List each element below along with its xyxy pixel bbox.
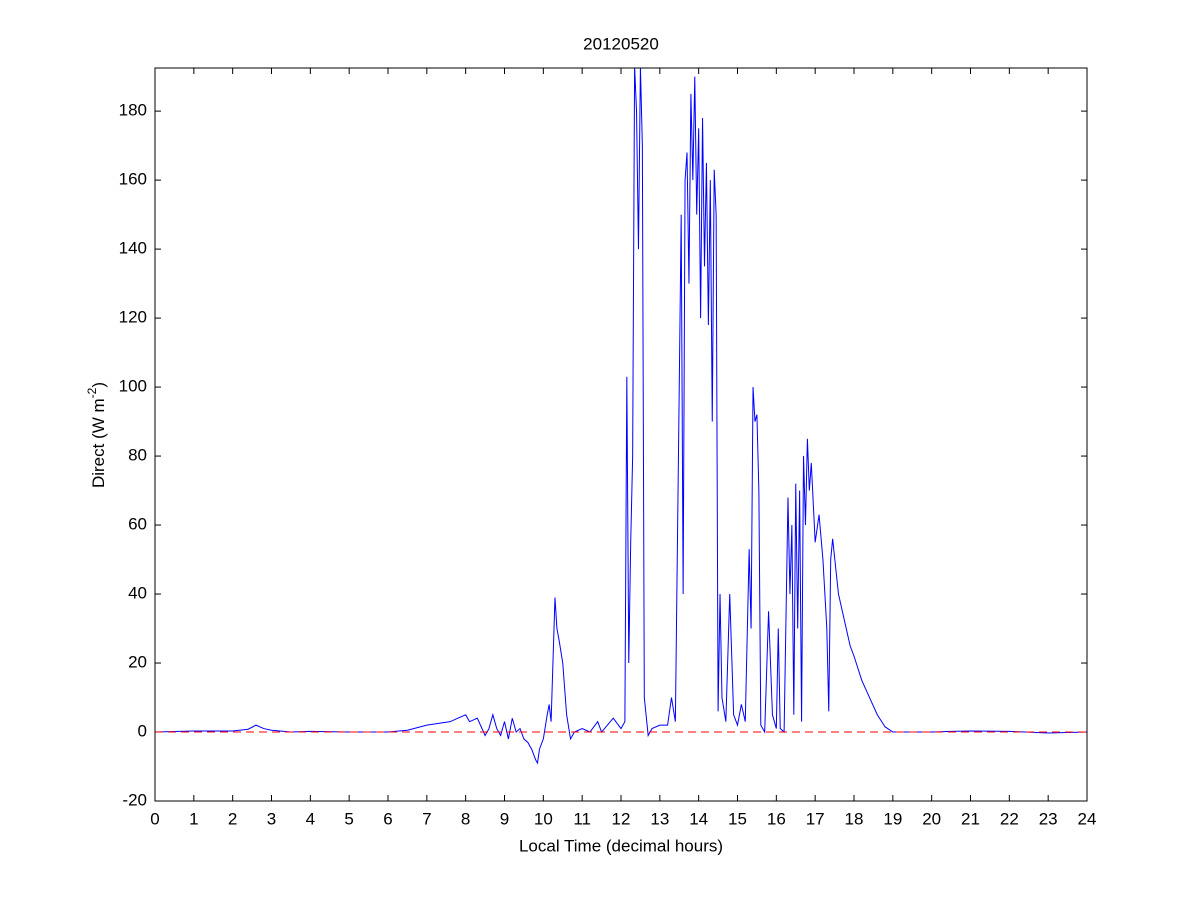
- data-line: [155, 68, 1087, 765]
- x-tick-label: 9: [500, 809, 509, 828]
- x-tick-label: 16: [767, 809, 786, 828]
- x-tick-label: 22: [1000, 809, 1019, 828]
- y-tick-label: 120: [119, 308, 147, 327]
- x-tick-label: 4: [306, 809, 315, 828]
- x-tick-label: 1: [189, 809, 198, 828]
- x-tick-label: 5: [344, 809, 353, 828]
- x-tick-label: 17: [806, 809, 825, 828]
- x-tick-label: 24: [1078, 809, 1097, 828]
- x-tick-label: 15: [728, 809, 747, 828]
- x-tick-label: 13: [650, 809, 669, 828]
- y-axis-label-text: Direct (W m: [89, 398, 108, 488]
- x-tick-label: 12: [612, 809, 631, 828]
- x-tick-label: 20: [922, 809, 941, 828]
- x-tick-label: 7: [422, 809, 431, 828]
- chart-title: 20120520: [583, 34, 659, 53]
- y-axis-label-superscript: -2: [85, 387, 99, 398]
- y-tick-label: 40: [128, 584, 147, 603]
- y-tick-label: 140: [119, 239, 147, 258]
- x-tick-label: 14: [689, 809, 708, 828]
- y-tick-label: -20: [122, 790, 147, 809]
- x-tick-label: 21: [961, 809, 980, 828]
- y-tick-label: 100: [119, 377, 147, 396]
- plot-frame: [154, 67, 1088, 802]
- x-tick-label: 10: [534, 809, 553, 828]
- x-tick-label: 19: [883, 809, 902, 828]
- y-tick-label: 60: [128, 515, 147, 534]
- y-tick-label: 0: [138, 721, 147, 740]
- y-tick-label: 160: [119, 170, 147, 189]
- y-axis-label-suffix: ): [89, 382, 108, 388]
- x-tick-label: 11: [573, 809, 591, 828]
- y-axis-label: Direct (W m-2): [85, 382, 108, 488]
- y-tick-label: 20: [128, 653, 147, 672]
- x-tick-label: 2: [228, 809, 237, 828]
- x-tick-label: 0: [150, 809, 159, 828]
- x-tick-label: 18: [845, 809, 864, 828]
- x-tick-label: 6: [383, 809, 392, 828]
- x-tick-label: 3: [267, 809, 276, 828]
- x-tick-label: 23: [1039, 809, 1058, 828]
- y-tick-label: 180: [119, 101, 147, 120]
- y-tick-label: 80: [128, 446, 147, 465]
- x-tick-label: 8: [461, 809, 470, 828]
- x-axis-label: Local Time (decimal hours): [519, 836, 723, 855]
